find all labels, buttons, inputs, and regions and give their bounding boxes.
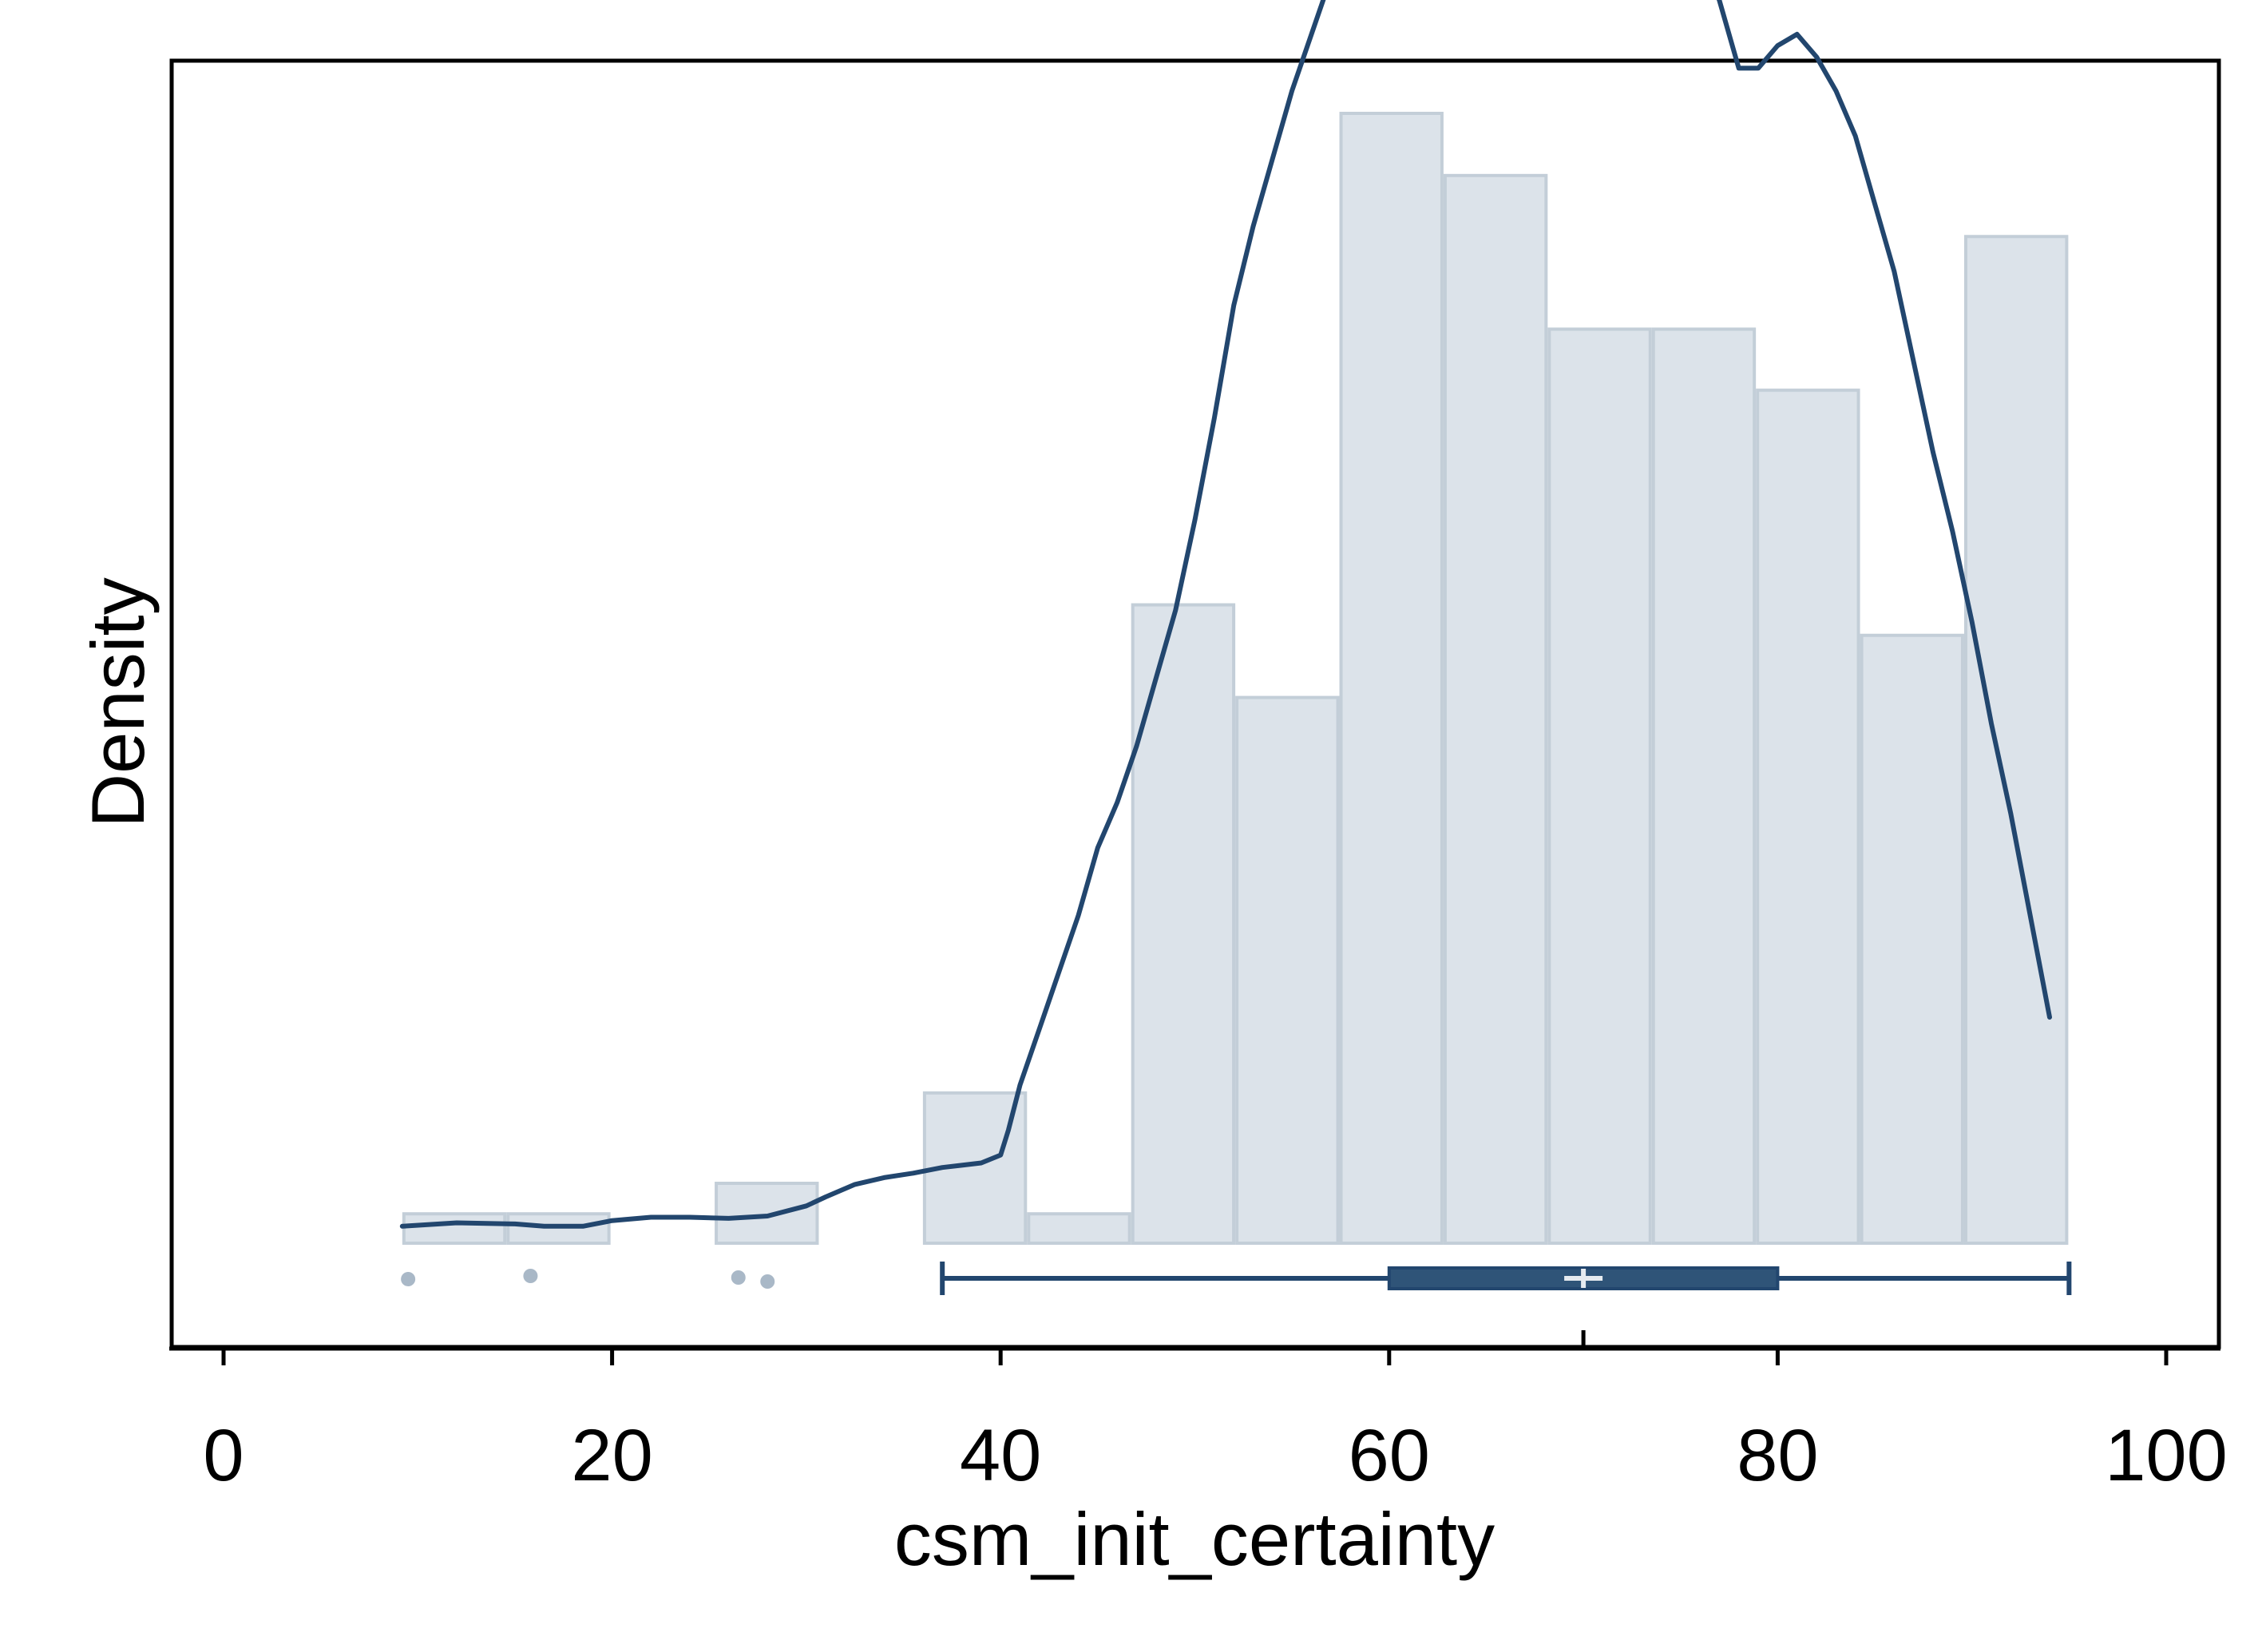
histogram-bar <box>1860 633 1964 1245</box>
x-axis-label: csm_init_certainty <box>894 1497 1495 1581</box>
histogram-bar <box>506 1212 611 1245</box>
histogram-bar <box>1339 112 1444 1245</box>
y-axis-label: Density <box>76 577 160 827</box>
histogram-bar <box>1756 388 1860 1245</box>
histogram-bar <box>1963 235 2069 1245</box>
histogram-bar <box>715 1182 819 1246</box>
histogram-bar <box>1027 1212 1131 1245</box>
histogram-bar <box>1547 327 1652 1245</box>
x-tick-label: 100 <box>2105 1415 2228 1496</box>
boxplot <box>940 1262 2072 1295</box>
histogram-bar <box>1131 603 1236 1245</box>
density-curve-group <box>399 0 2052 1229</box>
x-tick-label: 60 <box>1349 1415 1430 1496</box>
x-tick-label: 40 <box>960 1415 1041 1496</box>
x-tick-label: 0 <box>203 1415 244 1496</box>
density-curve <box>399 0 2052 1229</box>
outlier-point <box>523 1269 538 1283</box>
histogram-bars <box>402 112 2069 1246</box>
outlier-points <box>401 1269 775 1289</box>
histogram-bar <box>1235 695 1340 1245</box>
x-tick-label: 80 <box>1737 1415 1818 1496</box>
x-axis: 0 20 40 60 80 100 <box>169 1330 2228 1496</box>
outlier-point <box>401 1272 416 1286</box>
histogram-bar <box>402 1212 507 1245</box>
x-tick-label: 20 <box>571 1415 652 1496</box>
outlier-point <box>731 1270 746 1285</box>
histogram-bar <box>1443 173 1548 1246</box>
histogram-bar <box>1651 327 1757 1245</box>
outlier-point <box>760 1274 775 1289</box>
